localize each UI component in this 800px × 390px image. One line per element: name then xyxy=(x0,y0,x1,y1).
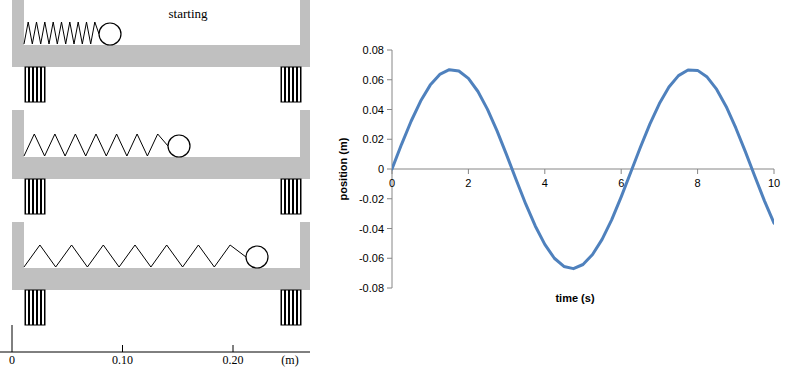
y-tick-label: 0.06 xyxy=(363,74,384,86)
apparatus-3 xyxy=(12,222,310,325)
position-line xyxy=(392,70,774,269)
leg xyxy=(25,290,45,325)
y-tick xyxy=(387,139,392,140)
plot-area xyxy=(392,70,774,269)
y-tick-label: -0.02 xyxy=(359,193,384,205)
x-tick xyxy=(468,169,469,174)
ruler-label: 0.10 xyxy=(112,353,133,367)
y-tick-label: 0 xyxy=(378,163,384,175)
apparatus-2 xyxy=(12,110,310,214)
ruler-tick xyxy=(233,345,234,352)
y-tick xyxy=(387,79,392,80)
y-tick-label: 0.02 xyxy=(363,133,384,145)
y-tick xyxy=(387,228,392,229)
x-tick xyxy=(544,169,545,174)
leg xyxy=(25,179,45,214)
y-tick xyxy=(387,109,392,110)
x-tick xyxy=(774,169,775,174)
spring xyxy=(24,134,168,156)
ruler-unit: (m) xyxy=(281,353,298,367)
left-wall xyxy=(12,0,24,45)
ruler-label: 0.20 xyxy=(223,353,244,367)
leg xyxy=(281,67,301,102)
mass xyxy=(246,246,268,268)
spring xyxy=(24,245,246,267)
y-tick-label: 0.08 xyxy=(363,44,384,56)
mass xyxy=(168,135,190,157)
y-tick xyxy=(387,258,392,259)
x-axis xyxy=(392,169,774,170)
x-tick xyxy=(621,169,622,174)
floor xyxy=(12,157,310,179)
y-axis-title: position (m) xyxy=(337,137,349,200)
canvas: starting 0 0.10 0.20 (m) -0.08 -0.06 -0.04 -0.02… xyxy=(0,0,800,390)
leg xyxy=(25,67,45,102)
y-tick xyxy=(387,169,392,170)
y-tick-label: -0.06 xyxy=(359,252,384,264)
x-tick-label: 4 xyxy=(542,177,548,189)
y-tick xyxy=(387,288,392,289)
x-tick-label: 8 xyxy=(695,177,701,189)
right-wall xyxy=(300,0,310,45)
floor xyxy=(12,268,310,290)
ruler-line xyxy=(0,352,310,353)
y-tick xyxy=(387,50,392,51)
y-tick-label: -0.04 xyxy=(359,223,384,235)
right-wall xyxy=(300,110,310,157)
x-tick-label: 2 xyxy=(465,177,471,189)
leg xyxy=(281,290,301,325)
y-tick xyxy=(387,198,392,199)
y-tick-label: 0.04 xyxy=(363,104,384,116)
state-label: starting xyxy=(169,6,208,21)
x-axis-title: time (s) xyxy=(555,292,594,304)
floor xyxy=(12,45,310,67)
ruler-tick xyxy=(122,345,123,352)
leg xyxy=(281,179,301,214)
spring xyxy=(24,22,99,44)
x-tick-label: 0 xyxy=(389,177,395,189)
right-wall xyxy=(300,222,310,268)
apparatus-1 xyxy=(12,0,310,102)
x-tick xyxy=(697,169,698,174)
ruler-tick xyxy=(12,325,13,352)
y-tick-label: -0.08 xyxy=(359,282,384,294)
left-wall xyxy=(12,110,24,157)
mass xyxy=(99,23,121,45)
ruler-label: 0 xyxy=(9,353,15,367)
left-wall xyxy=(12,222,24,268)
x-tick-label: 10 xyxy=(768,177,780,189)
